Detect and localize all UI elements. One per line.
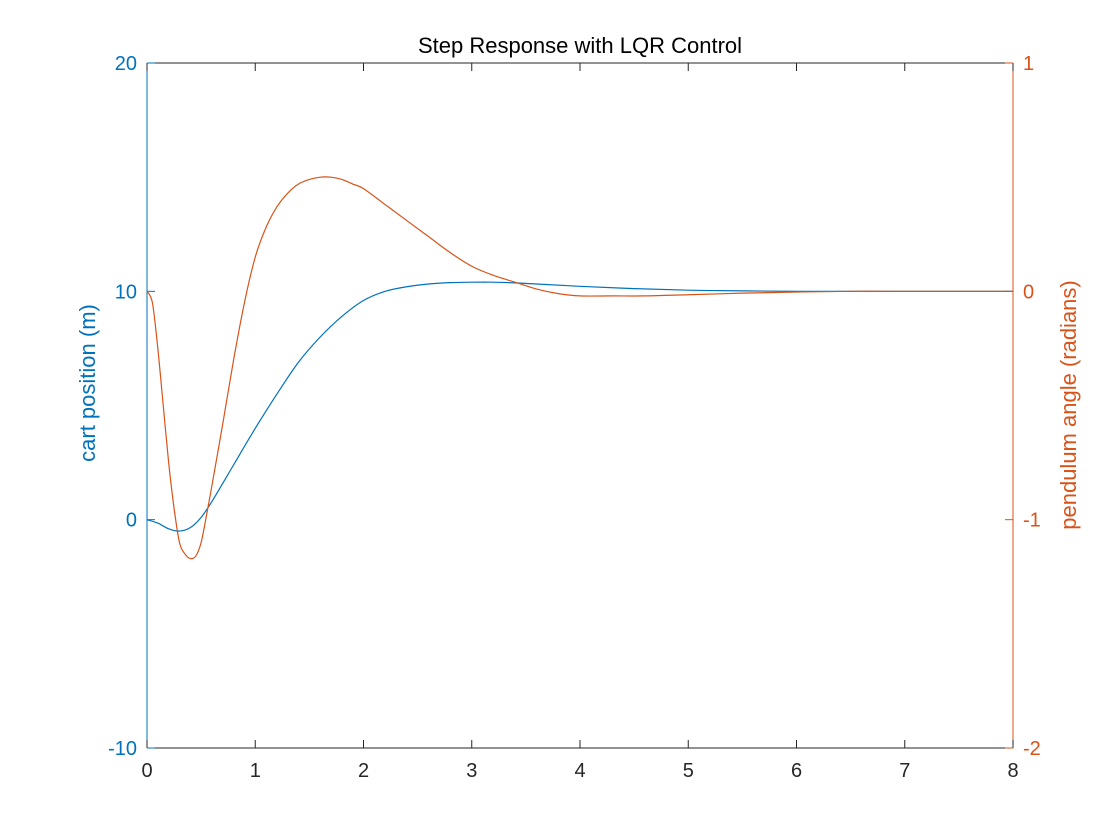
pendulum-angle-line	[146, 176, 1013, 560]
right-y-tick-label: 0	[1023, 281, 1034, 303]
x-tick-label: 4	[574, 760, 585, 782]
x-tick-label: 2	[358, 760, 369, 782]
chart-title: Step Response with LQR Control	[418, 33, 742, 58]
x-tick-label: 3	[466, 760, 477, 782]
right-axis-label: pendulum angle (radians)	[1056, 280, 1081, 530]
left-y-tick-label: -10	[108, 738, 137, 760]
left-y-tick-label: 10	[115, 281, 137, 303]
right-y-tick-label: -1	[1023, 510, 1041, 532]
x-tick-label: 1	[250, 760, 261, 782]
x-tick-label: 5	[683, 760, 694, 782]
series-layer	[146, 176, 1013, 560]
right-y-tick-label: 1	[1023, 53, 1034, 75]
cart-position-line	[146, 281, 1013, 532]
x-tick-label: 7	[899, 760, 910, 782]
x-tick-label: 6	[791, 760, 802, 782]
x-tick-label: 8	[1007, 760, 1018, 782]
left-y-tick-label: 20	[115, 53, 137, 75]
left-y-tick-label: 0	[126, 510, 137, 532]
left-axis-label: cart position (m)	[75, 304, 100, 462]
right-y-tick-label: -2	[1023, 738, 1041, 760]
x-tick-label: 0	[141, 760, 152, 782]
